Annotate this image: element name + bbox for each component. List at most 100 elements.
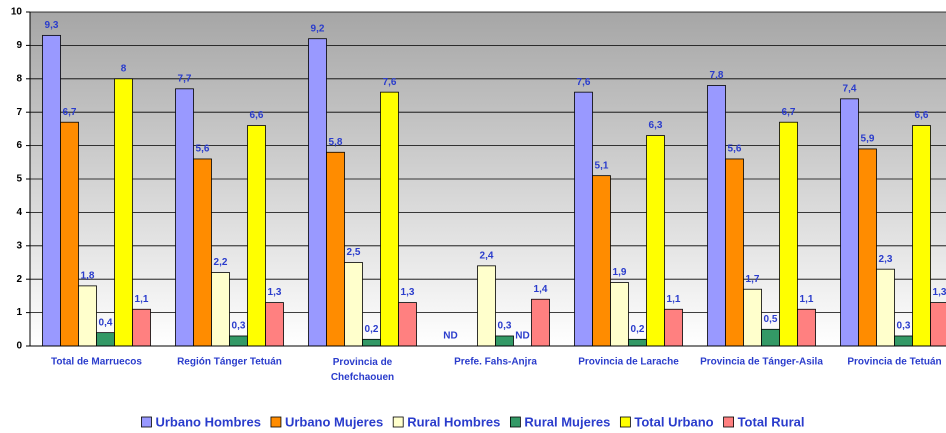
value-label: 5,1 (595, 160, 609, 171)
y-tick-label: 9 (16, 40, 22, 51)
y-tick-label: 7 (16, 107, 22, 118)
x-tick-label: Provincia de Tánger-Asila (700, 357, 823, 368)
value-label: 1,4 (534, 284, 548, 295)
y-tick-label: 4 (16, 207, 22, 218)
bar (362, 338, 381, 347)
value-label: 5,6 (728, 144, 742, 155)
value-label: 2,2 (214, 257, 228, 268)
bar (42, 34, 61, 347)
value-label: 2,3 (879, 254, 893, 265)
value-label: 1,1 (800, 294, 814, 305)
bar (876, 268, 895, 347)
value-label: 0,2 (365, 324, 379, 335)
y-tick-label: 6 (16, 140, 22, 151)
legend-swatch (392, 416, 404, 428)
legend-swatch (723, 416, 734, 428)
bar (344, 262, 363, 347)
y-tick-label: 10 (11, 7, 23, 18)
value-label: 6,6 (915, 110, 929, 121)
y-tick-label: 8 (16, 73, 22, 84)
value-label: ND (515, 331, 529, 342)
x-tick-label: Provincia de Larache (578, 357, 679, 368)
value-label: 0,5 (764, 314, 778, 325)
value-label: 0,2 (631, 324, 645, 335)
bar (574, 91, 593, 347)
x-tick-label: Región Tánger Tetuán (177, 357, 282, 368)
legend-label: Total Rural (738, 414, 805, 429)
value-label: 6,3 (649, 120, 663, 131)
value-label: 7,7 (178, 73, 192, 84)
bar (664, 308, 683, 347)
value-label: 7,6 (577, 77, 591, 88)
legend-swatch (619, 416, 631, 428)
bar (628, 338, 647, 347)
x-tick-label: Total de Marruecos (51, 357, 142, 368)
value-label: 6,6 (250, 110, 264, 121)
value-label: 1,8 (81, 271, 95, 282)
value-label: 9,2 (311, 23, 325, 34)
bar (707, 85, 726, 347)
value-label: 5,6 (196, 144, 210, 155)
value-label: 0,3 (498, 321, 512, 332)
bar (840, 98, 859, 347)
bar (326, 151, 345, 347)
bar (477, 265, 496, 347)
bar (96, 332, 115, 347)
legend-label: Total Urbano (634, 414, 713, 429)
value-label: ND (443, 331, 457, 342)
legend-swatch (509, 416, 521, 428)
value-label: 6,7 (63, 107, 77, 118)
y-tick-label: 0 (16, 341, 22, 352)
bar (132, 308, 151, 347)
bar (193, 158, 212, 347)
y-tick-label: 3 (16, 240, 22, 251)
legend-swatch (270, 416, 282, 428)
bar (797, 308, 816, 347)
bar (78, 285, 97, 347)
bar (247, 125, 266, 347)
bar (211, 272, 230, 347)
value-label: 9,3 (45, 20, 59, 31)
value-label: 1,3 (933, 287, 946, 298)
value-label: 7,4 (843, 83, 857, 94)
value-label: 1,9 (613, 267, 627, 278)
value-label: 1,1 (135, 294, 149, 305)
value-label: 7,6 (383, 77, 397, 88)
value-label: 1,3 (401, 287, 415, 298)
y-tick-label: 1 (16, 307, 22, 318)
bar (894, 335, 913, 347)
legend-swatch (141, 416, 152, 428)
bar (60, 121, 79, 347)
bar (114, 78, 133, 347)
bar (610, 282, 629, 347)
value-label: 1,3 (268, 287, 282, 298)
bar (761, 328, 780, 347)
bar (743, 288, 762, 347)
legend-label: Rural Hombres (407, 414, 500, 429)
bar (912, 125, 931, 347)
legend-label: Urbano Hombres (155, 414, 260, 429)
legend-label: Urbano Mujeres (285, 414, 383, 429)
value-label: 1,1 (667, 294, 681, 305)
y-tick-label: 5 (16, 174, 22, 185)
x-tick-label: Provincia de Tetuán (847, 357, 941, 368)
legend-label: Rural Mujeres (524, 414, 610, 429)
x-tick-label: Provincia de Chefchaouen (331, 357, 394, 383)
bar (592, 175, 611, 347)
value-label: 0,3 (232, 321, 246, 332)
bar (779, 121, 798, 347)
value-label: 1,7 (746, 274, 760, 285)
x-tick-label: Prefe. Fahs-Anjra (454, 357, 537, 368)
y-tick-label: 2 (16, 274, 22, 285)
value-label: 0,4 (99, 317, 113, 328)
bar (495, 335, 514, 347)
bar (380, 91, 399, 347)
bar (930, 302, 946, 347)
bar (229, 335, 248, 347)
value-label: 2,4 (480, 250, 494, 261)
value-label: 6,7 (782, 107, 796, 118)
value-label: 5,9 (861, 134, 875, 145)
bar (308, 38, 327, 347)
bar (646, 135, 665, 347)
